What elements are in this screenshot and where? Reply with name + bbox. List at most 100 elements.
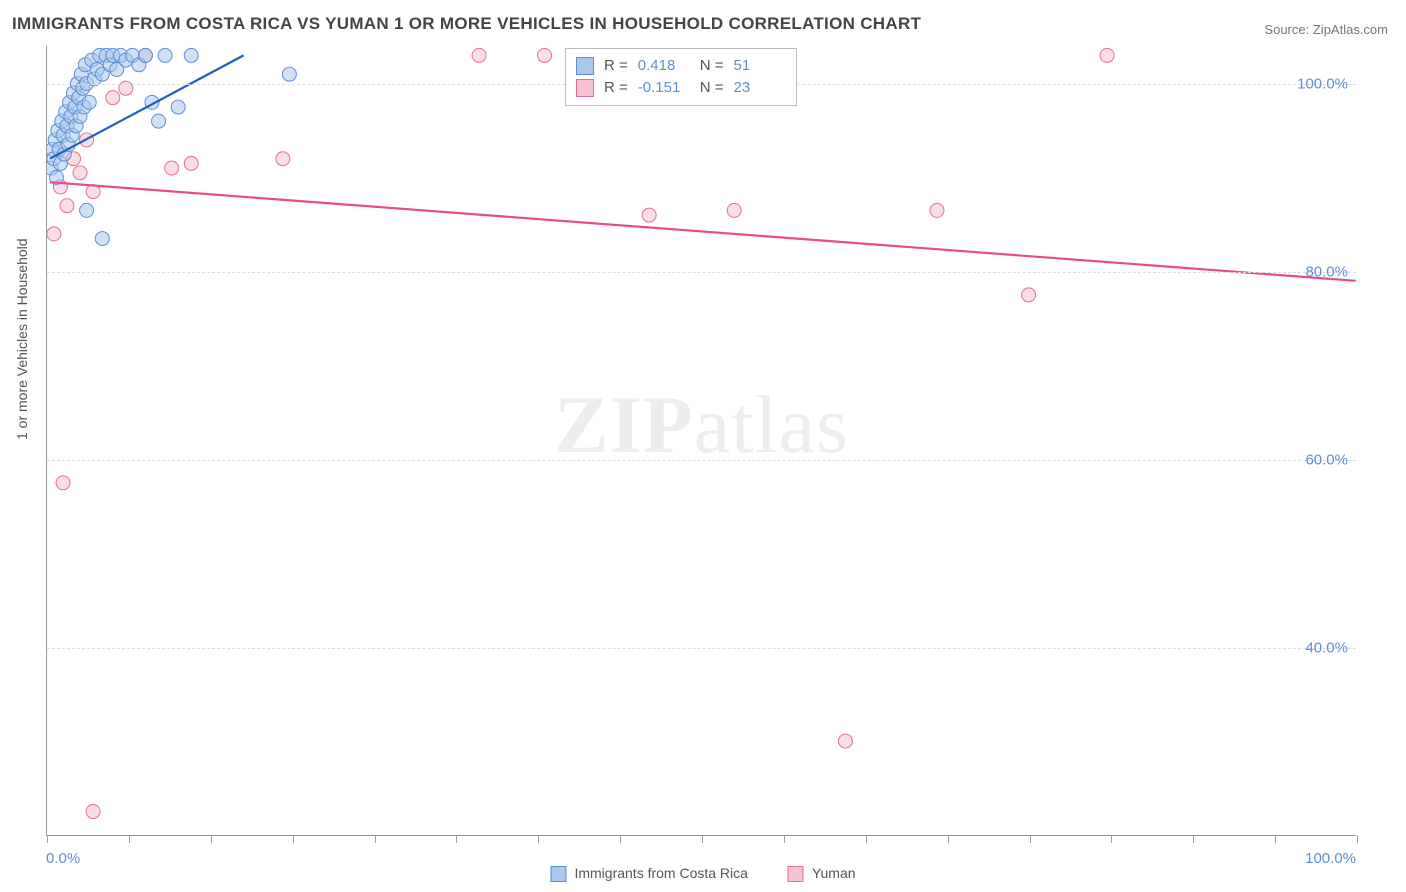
scatter-point-yuman [53, 180, 67, 194]
scatter-point-costarica [59, 105, 73, 119]
x-tick [538, 835, 539, 843]
scatter-point-costarica [145, 95, 159, 109]
scatter-point-costarica [73, 109, 87, 123]
x-tick-label: 0.0% [46, 850, 80, 867]
scatter-point-costarica [69, 119, 83, 133]
scatter-point-costarica [184, 48, 198, 62]
x-tick [211, 835, 212, 843]
plot-area: ZIPatlas 40.0% 60.0% 80.0% 100.0% [46, 46, 1356, 836]
scatter-point-costarica [95, 232, 109, 246]
x-tick [866, 835, 867, 843]
scatter-point-yuman [538, 48, 552, 62]
trendline-costarica [50, 55, 244, 158]
scatter-point-costarica [61, 138, 75, 152]
scatter-point-yuman [47, 227, 61, 241]
gridline-h [47, 272, 1356, 273]
scatter-point-yuman [276, 152, 290, 166]
scatter-point-costarica [95, 67, 109, 81]
gridline-h [47, 460, 1356, 461]
corr-r-label: R = [604, 77, 628, 99]
scatter-point-costarica [80, 203, 94, 217]
scatter-point-yuman [1022, 288, 1036, 302]
scatter-point-costarica [114, 48, 128, 62]
scatter-point-yuman [642, 208, 656, 222]
correlation-box: R =0.418N =51R =-0.151N =23 [565, 48, 797, 106]
x-tick [1193, 835, 1194, 843]
x-tick [620, 835, 621, 843]
corr-row: R =-0.151N =23 [576, 77, 786, 99]
corr-swatch [576, 79, 594, 97]
x-tick [1030, 835, 1031, 843]
scatter-point-costarica [110, 62, 124, 76]
scatter-point-yuman [67, 152, 81, 166]
scatter-point-costarica [85, 53, 99, 67]
x-tick [784, 835, 785, 843]
gridline-h [47, 648, 1356, 649]
scatter-point-yuman [73, 166, 87, 180]
scatter-point-costarica [67, 86, 81, 100]
scatter-point-costarica [138, 48, 152, 62]
scatter-point-costarica [171, 100, 185, 114]
scatter-point-yuman [86, 185, 100, 199]
scatter-point-costarica [132, 58, 146, 72]
scatter-point-costarica [49, 171, 63, 185]
legend-label-2: Yuman [812, 865, 856, 881]
x-tick [47, 835, 48, 843]
corr-r-value: 0.418 [638, 55, 690, 77]
legend-series1: Immigrants from Costa Rica [550, 865, 747, 882]
scatter-point-yuman [56, 476, 70, 490]
x-tick [293, 835, 294, 843]
scatter-point-costarica [90, 62, 104, 76]
chart-container: IMMIGRANTS FROM COSTA RICA VS YUMAN 1 OR… [0, 0, 1406, 892]
y-axis-title: 1 or more Vehicles in Household [14, 238, 30, 440]
x-tick [948, 835, 949, 843]
x-tick-label: 100.0% [1305, 850, 1356, 867]
x-tick [1275, 835, 1276, 843]
corr-r-label: R = [604, 55, 628, 77]
scatter-point-costarica [47, 161, 58, 175]
watermark-atlas: atlas [694, 379, 849, 470]
scatter-point-costarica [60, 119, 74, 133]
scatter-point-yuman [1100, 48, 1114, 62]
watermark: ZIPatlas [554, 378, 849, 472]
x-tick [1357, 835, 1358, 843]
scatter-point-costarica [119, 53, 133, 67]
scatter-point-yuman [138, 48, 152, 62]
scatter-point-costarica [63, 95, 77, 109]
y-tick-label: 80.0% [1305, 263, 1348, 280]
scatter-point-yuman [165, 161, 179, 175]
scatter-point-costarica [48, 133, 62, 147]
x-tick [702, 835, 703, 843]
scatter-point-costarica [74, 67, 88, 81]
y-tick-label: 40.0% [1305, 639, 1348, 656]
watermark-zip: ZIP [554, 379, 694, 470]
chart-title: IMMIGRANTS FROM COSTA RICA VS YUMAN 1 OR… [12, 14, 921, 34]
scatter-point-yuman [930, 203, 944, 217]
scatter-point-yuman [86, 805, 100, 819]
corr-n-label: N = [700, 55, 724, 77]
corr-n-label: N = [700, 77, 724, 99]
source-label: Source: ZipAtlas.com [1264, 22, 1388, 37]
legend-bottom: Immigrants from Costa Rica Yuman [550, 865, 855, 882]
scatter-point-costarica [64, 109, 78, 123]
scatter-point-yuman [727, 203, 741, 217]
scatter-point-yuman [184, 156, 198, 170]
scatter-point-costarica [282, 67, 296, 81]
x-tick [1111, 835, 1112, 843]
scatter-point-costarica [152, 114, 166, 128]
corr-n-value: 23 [734, 77, 786, 99]
scatter-point-yuman [106, 91, 120, 105]
y-tick-label: 100.0% [1297, 75, 1348, 92]
scatter-point-costarica [93, 48, 107, 62]
x-tick [375, 835, 376, 843]
scatter-point-costarica [56, 128, 70, 142]
scatter-point-costarica [125, 48, 139, 62]
legend-label-1: Immigrants from Costa Rica [574, 865, 747, 881]
corr-n-value: 51 [734, 55, 786, 77]
legend-swatch-2 [788, 866, 804, 882]
x-tick [129, 835, 130, 843]
scatter-point-costarica [53, 156, 67, 170]
y-tick-label: 60.0% [1305, 451, 1348, 468]
scatter-point-costarica [82, 95, 96, 109]
scatter-point-costarica [77, 100, 91, 114]
